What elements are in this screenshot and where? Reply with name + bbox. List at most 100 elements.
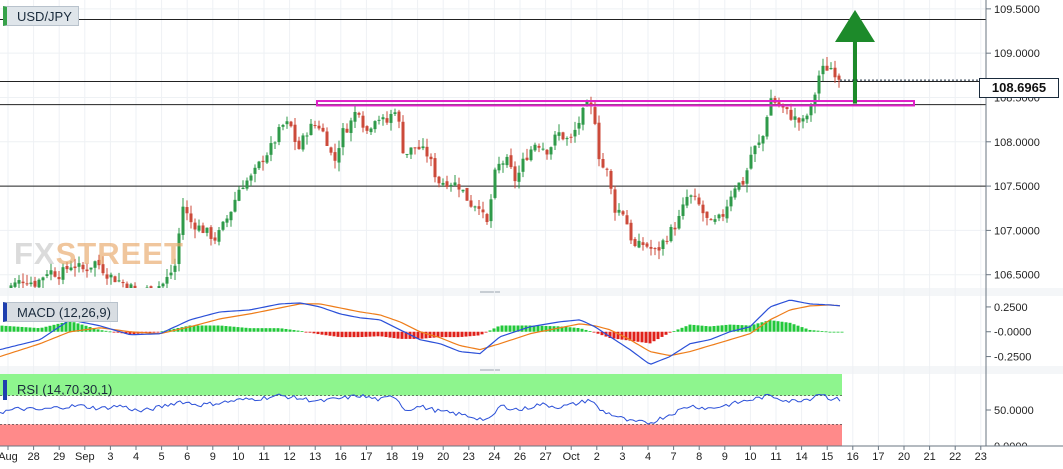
candle-body [533, 144, 537, 151]
price-panel [0, 9, 986, 288]
candle-body [149, 286, 153, 288]
candle-body [577, 122, 581, 129]
candle-body [805, 115, 809, 120]
macd-histogram-bar [392, 331, 396, 339]
candle-body [97, 259, 101, 266]
candle-body [441, 182, 445, 185]
date-axis-tick-label: 16 [335, 451, 347, 463]
macd-histogram-bar [456, 331, 460, 338]
date-axis-tick-label: 17 [872, 451, 884, 463]
candle-body [673, 227, 677, 230]
candle-body [397, 111, 401, 122]
rsi-indicator-label[interactable]: RSI (14,70,30,1) [3, 380, 118, 400]
candle-body [505, 156, 509, 166]
candle-body [197, 225, 201, 231]
date-axis-tick-label: 15 [821, 451, 833, 463]
candle-body [313, 125, 317, 127]
macd-histogram-bar [528, 325, 532, 332]
macd-histogram-bar [248, 328, 252, 332]
date-axis-tick-label: 19 [411, 451, 423, 463]
candle-body [645, 243, 649, 247]
candle-body [777, 102, 781, 106]
macd-histogram-bar [672, 331, 676, 332]
macd-histogram-bar [300, 331, 304, 333]
candle-body [601, 158, 605, 168]
candle-body [417, 146, 421, 150]
candle-body [161, 283, 165, 287]
candle-body [541, 148, 545, 150]
symbol-label[interactable]: USD/JPY [3, 6, 79, 26]
candle-body [741, 180, 745, 185]
x-axis-background [0, 446, 1063, 469]
macd-histogram-bar [476, 331, 480, 336]
macd-histogram-bar [284, 328, 288, 332]
candle-body [485, 214, 489, 223]
macd-histogram-bar [332, 331, 336, 337]
macd-histogram-bar [712, 326, 716, 332]
candle-body [109, 274, 113, 278]
macd-histogram-bar [816, 330, 820, 332]
macd-histogram-bar [432, 331, 436, 338]
macd-histogram-bar [632, 331, 636, 342]
rsi-line [0, 393, 841, 425]
candle-body [393, 112, 397, 114]
date-axis-tick-label: 12 [283, 451, 295, 463]
candle-body [681, 204, 685, 216]
macd-line [0, 299, 841, 365]
macd-histogram-bar [288, 329, 292, 332]
date-axis-tick-label: 9 [722, 451, 728, 463]
candle-body [509, 155, 513, 168]
macd-histogram-bar [344, 331, 348, 338]
macd-histogram-bar [220, 325, 224, 332]
macd-histogram-bar [108, 331, 112, 333]
macd-histogram-bar [400, 331, 404, 339]
macd-histogram-bar [616, 331, 620, 340]
macd-histogram-bar [48, 325, 52, 332]
macd-histogram-bar [324, 331, 328, 336]
macd-histogram-bar [132, 331, 136, 335]
candle-body [73, 266, 77, 269]
macd-histogram-bar [480, 331, 484, 335]
macd-histogram-bar [388, 331, 392, 338]
candle-body [305, 135, 309, 137]
candle-body [609, 170, 613, 189]
date-axis-tick-label: 11 [770, 451, 781, 463]
macd-histogram-bar [584, 329, 588, 332]
candle-body [377, 119, 381, 121]
macd-histogram-bar [368, 331, 372, 337]
macd-histogram-bar [780, 321, 784, 332]
macd-histogram-bar [264, 328, 268, 332]
macd-histogram-bar [804, 328, 808, 332]
macd-histogram-bar [572, 327, 576, 332]
candle-body [537, 145, 541, 148]
macd-histogram-bar [328, 331, 332, 336]
date-axis-tick-label: 24 [488, 451, 500, 463]
candle-body [385, 118, 389, 123]
macd-histogram-bar [568, 327, 572, 332]
macd-histogram-bar [44, 326, 48, 332]
macd-histogram-bar [468, 331, 472, 337]
macd-histogram-bar [448, 331, 452, 338]
candle-body [209, 227, 213, 239]
candle-body [629, 222, 633, 241]
macd-histogram-bar [256, 328, 260, 332]
candle-body [349, 120, 353, 133]
candle-body [293, 124, 297, 142]
candle-body [253, 167, 257, 174]
candle-body [361, 115, 365, 128]
candle-body [113, 276, 117, 283]
candle-body [33, 280, 37, 287]
macd-indicator-label[interactable]: MACD (12,26,9) [3, 302, 118, 322]
candle-body [733, 188, 737, 198]
candle-body [725, 206, 729, 219]
macd-histogram-bar [0, 325, 4, 332]
candle-body [77, 263, 81, 267]
macd-histogram-bar [664, 331, 668, 335]
candle-body [753, 145, 757, 155]
candle-body [169, 272, 173, 276]
candle-body [801, 118, 805, 122]
candle-body [29, 282, 33, 285]
macd-histogram-bar [648, 331, 652, 344]
candle-body [809, 104, 813, 116]
macd-histogram-bar [236, 327, 240, 332]
